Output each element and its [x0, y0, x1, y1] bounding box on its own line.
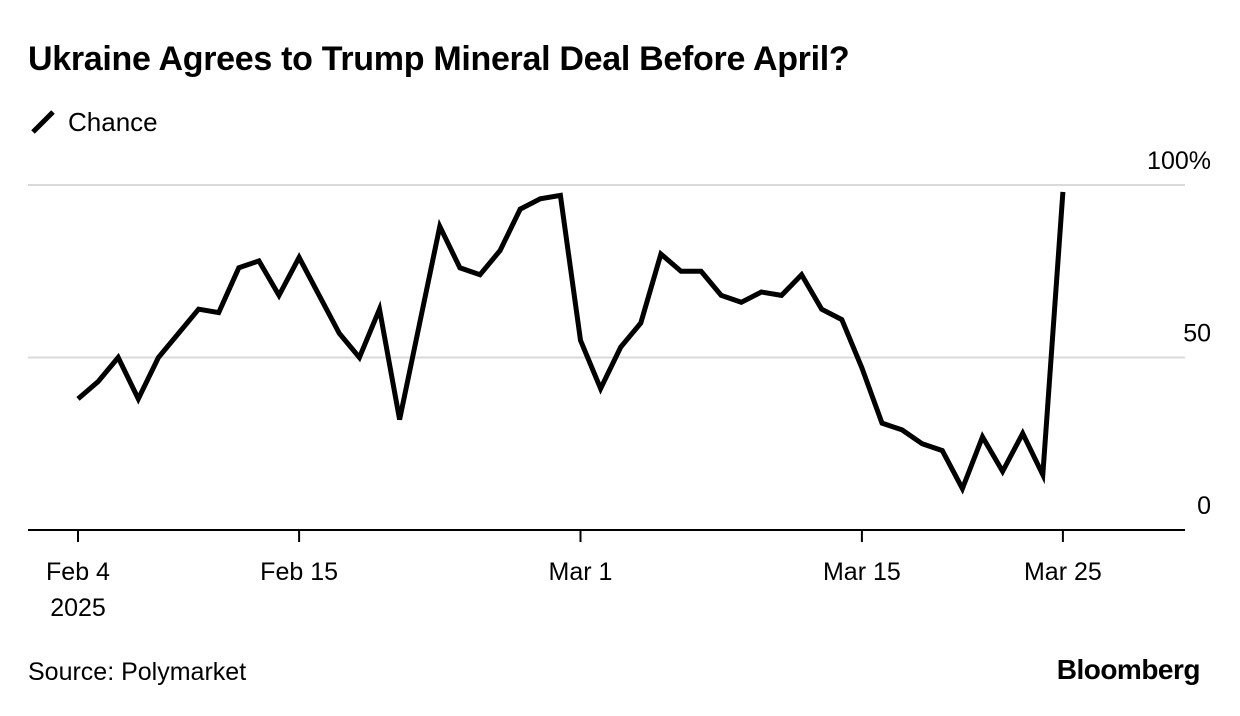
y-tick-label-0: 0: [1197, 492, 1211, 520]
series-line-chance: [76, 191, 1066, 495]
x-tick-label-line: Feb 15: [260, 558, 338, 586]
gridlines: [28, 184, 1185, 359]
x-tick-label-2: Mar 1: [549, 558, 613, 586]
x-axis: [28, 529, 1185, 542]
source-note: Source: Polymarket: [28, 658, 247, 686]
x-tick-label-line: Mar 1: [549, 558, 613, 586]
x-tick-label-line: Mar 25: [1024, 558, 1102, 586]
diagonal-line-icon: [31, 110, 55, 134]
x-tick-label-line: Feb 4: [46, 558, 110, 586]
chart-title: Ukraine Agrees to Trump Mineral Deal Bef…: [28, 40, 850, 78]
y-tick-label-100: 100%: [1147, 147, 1211, 175]
x-tick-label-4: Mar 25: [1024, 558, 1102, 586]
x-tick-label-1: Feb 15: [260, 558, 338, 586]
y-axis-labels: 0 50 100%: [1147, 147, 1211, 520]
x-tick-label-line: 2025: [50, 594, 106, 622]
x-tick-label-line: Mar 15: [823, 558, 901, 586]
y-tick-label-50: 50: [1183, 320, 1211, 348]
legend: Chance: [30, 104, 158, 140]
x-tick-label-0: Feb 4 2025: [46, 558, 110, 622]
x-tick-label-3: Mar 15: [823, 558, 901, 586]
x-axis-labels: Feb 4 2025 Feb 15 Mar 1 Mar 15 Mar 25: [46, 558, 1102, 622]
bloomberg-logo: Bloomberg: [1056, 654, 1201, 685]
series: [76, 191, 1066, 495]
legend-label: Chance: [68, 106, 158, 137]
